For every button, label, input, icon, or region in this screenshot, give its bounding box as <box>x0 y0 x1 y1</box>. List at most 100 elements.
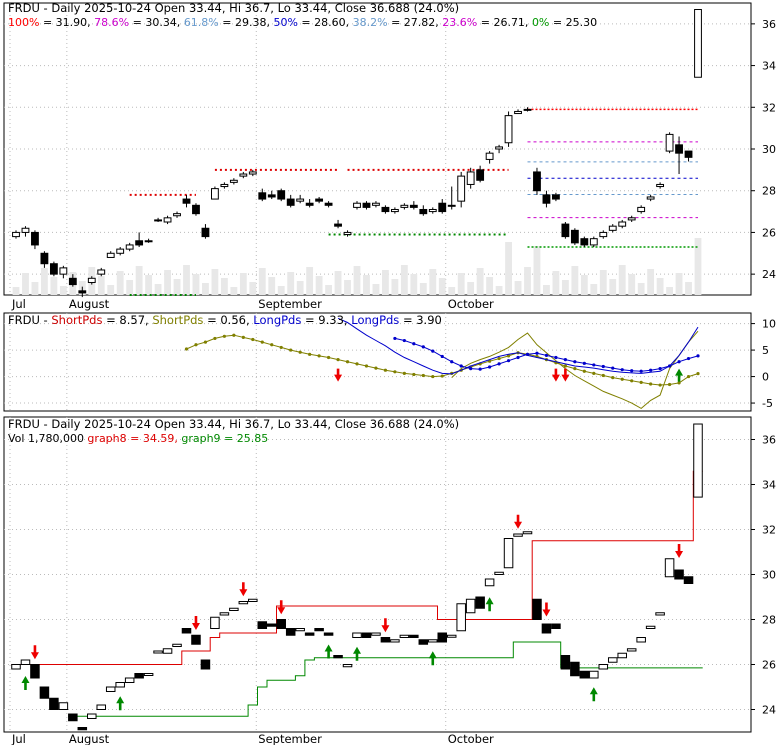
indicator-series-point <box>393 336 397 341</box>
signal-candle <box>664 558 675 578</box>
volume-bar <box>126 280 134 295</box>
signal-y-tick-label: 28 <box>762 614 776 627</box>
indicator-legend-label: ShortPds <box>152 313 203 327</box>
signal-candle <box>219 612 230 616</box>
volume-bar <box>382 270 389 295</box>
price-candle <box>514 110 522 115</box>
indicator-series-point <box>516 355 520 360</box>
signal-candle <box>276 619 286 629</box>
price-x-label: August <box>69 297 110 311</box>
price-candle <box>504 115 513 144</box>
price-candle <box>21 227 30 233</box>
indicator-legend-value: = 0.56, <box>203 313 253 327</box>
signal-candle <box>371 632 381 636</box>
volume-bar <box>97 276 105 295</box>
signal-candle <box>532 598 542 620</box>
price-candle <box>608 225 617 231</box>
fib-legend-key: 0% <box>532 16 549 29</box>
indicator-series-point <box>667 364 672 368</box>
indicator-series-point <box>525 352 530 356</box>
volume-bar <box>22 273 29 295</box>
signal-candle <box>674 569 684 580</box>
volume-bar <box>685 282 692 295</box>
indicator-series-point <box>213 336 217 341</box>
volume-bar <box>135 266 143 295</box>
price-y-tick-label: 24 <box>762 268 776 281</box>
signal-candle <box>304 632 315 636</box>
price-candle <box>97 269 106 275</box>
price-y-tick-label: 30 <box>762 143 776 156</box>
indicator-series-point <box>667 382 672 387</box>
fib-legend-value: = 28.60, <box>298 16 353 29</box>
signal-candle <box>124 677 135 683</box>
signal-up-arrow <box>485 597 494 612</box>
indicator-series-point <box>601 364 605 369</box>
price-x-axis: Jul August September October <box>11 297 494 311</box>
signal-up-arrow <box>428 651 437 666</box>
price-candle <box>675 144 683 154</box>
signal-candle <box>257 621 268 629</box>
signal-candle <box>456 603 466 632</box>
signal-candle <box>333 655 343 659</box>
volume-bar <box>561 280 569 295</box>
signal-x-label: August <box>69 732 110 745</box>
indicator-series-point <box>544 353 549 357</box>
price-candle <box>618 221 627 227</box>
indicator-series-point <box>336 358 340 362</box>
signal-candle <box>105 686 116 692</box>
volume-bar <box>599 270 607 295</box>
price-candle <box>476 169 485 181</box>
signal-candle <box>11 664 21 670</box>
signal-candle <box>30 664 40 679</box>
signal-candle <box>617 652 627 659</box>
signal-x-label: Jul <box>11 732 26 745</box>
volume-bar <box>315 276 323 295</box>
price-candle <box>400 204 409 208</box>
indicator-series-point <box>563 364 567 368</box>
signal-up-arrow <box>589 687 598 702</box>
indicator-series-point <box>326 355 331 360</box>
indicator-series-point <box>364 364 369 368</box>
indicator-series-point <box>620 368 624 372</box>
indicator-series-point <box>402 338 406 343</box>
volume-bar <box>429 269 437 295</box>
price-candle <box>362 202 371 208</box>
indicator-series-point <box>355 362 359 366</box>
signal-y-tick-label: 24 <box>762 704 776 717</box>
indicator-series-point <box>421 345 425 349</box>
price-candle <box>409 204 418 208</box>
indicator-series-point <box>611 376 615 380</box>
price-candle <box>248 171 257 175</box>
volume-bar <box>164 270 171 295</box>
signal-candle <box>314 628 324 632</box>
price-candle <box>201 227 210 238</box>
signal-candle <box>87 713 97 719</box>
price-x-label: September <box>258 297 322 311</box>
price-candle <box>334 223 342 227</box>
signal-candle <box>200 659 211 670</box>
price-candle <box>305 202 314 206</box>
price-candle <box>552 194 560 200</box>
signal-down-arrow <box>381 618 390 633</box>
price-candle <box>637 206 646 213</box>
price-title: FRDU - Daily 2025-10-24 Open 33.44, Hi 3… <box>8 1 459 15</box>
fib-legend-value: = 31.90, <box>39 16 94 29</box>
signal-down-arrow <box>30 645 39 660</box>
graph8-line <box>11 470 703 665</box>
indicator-series-point <box>289 348 293 352</box>
volume-bar <box>467 282 475 295</box>
signal-candle <box>503 538 514 569</box>
indicator-series-point <box>582 369 586 373</box>
signal-candle <box>210 616 220 629</box>
price-candle <box>182 198 191 204</box>
signal-candle <box>522 531 533 535</box>
indicator-series-point <box>601 373 605 378</box>
price-y-axis: 24 26 28 30 32 34 36 <box>751 18 776 281</box>
volume-bar <box>220 278 228 295</box>
price-x-label: October <box>448 297 494 311</box>
volume-bar <box>524 267 531 295</box>
price-candle <box>580 238 589 246</box>
signal-candle <box>295 628 305 632</box>
volume-bar <box>400 265 408 295</box>
price-candle <box>495 146 503 150</box>
